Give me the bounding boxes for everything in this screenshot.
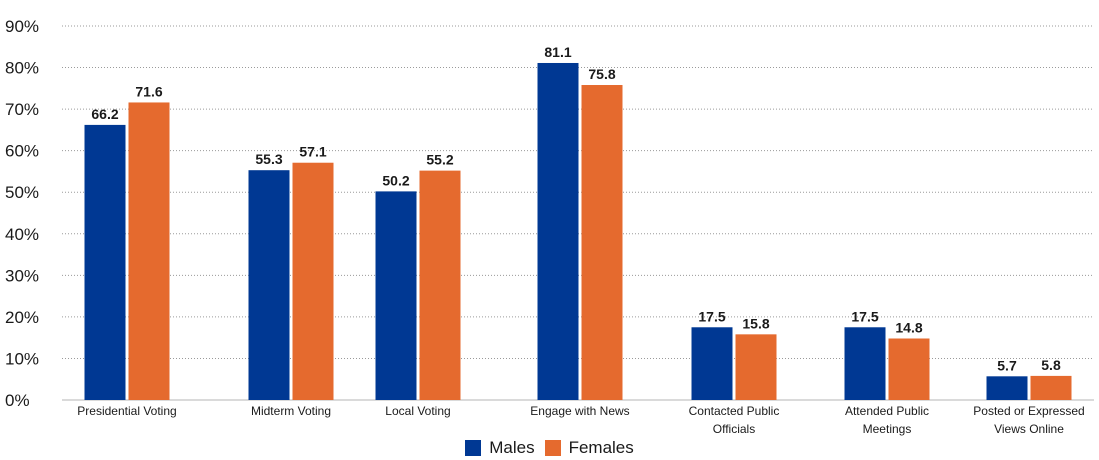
data-label: 15.8 — [742, 315, 769, 331]
data-label: 55.3 — [255, 151, 282, 167]
data-label: 57.1 — [299, 144, 326, 160]
legend-item-females: Females — [544, 438, 634, 458]
data-label: 5.7 — [997, 357, 1017, 373]
data-label: 71.6 — [135, 83, 162, 99]
y-tick-label: 60% — [5, 142, 39, 161]
y-tick-label: 10% — [5, 349, 39, 368]
x-category-label: Posted or Expressed — [973, 404, 1084, 418]
y-tick-label: 70% — [5, 100, 39, 119]
bar-females — [888, 338, 930, 400]
y-tick-label: 80% — [5, 59, 39, 78]
bar-females — [735, 334, 777, 400]
x-category-label: Local Voting — [385, 404, 450, 418]
bar-females — [1030, 375, 1072, 400]
bar-males — [844, 327, 886, 400]
x-category-label: Officials — [713, 422, 755, 436]
data-label: 17.5 — [851, 308, 878, 324]
y-tick-label: 20% — [5, 308, 39, 327]
bar-females — [292, 162, 334, 400]
data-label: 5.8 — [1041, 357, 1061, 373]
y-tick-label: 90% — [5, 17, 39, 36]
y-tick-label: 40% — [5, 225, 39, 244]
data-label: 50.2 — [382, 172, 409, 188]
bar-males — [537, 62, 579, 401]
bar-females — [581, 85, 623, 401]
legend: Males Females — [0, 438, 1099, 458]
data-label: 14.8 — [895, 319, 922, 335]
bar-males — [84, 124, 126, 400]
bar-males — [375, 191, 417, 400]
legend-swatch-females — [544, 440, 561, 456]
y-tick-label: 50% — [5, 183, 39, 202]
data-label: 66.2 — [91, 106, 118, 122]
x-category-label: Presidential Voting — [77, 404, 176, 418]
bar-males — [691, 327, 733, 400]
y-tick-label: 30% — [5, 266, 39, 285]
legend-item-males: Males — [465, 438, 535, 458]
x-category-label: Views Online — [994, 422, 1064, 436]
x-category-label: Contacted Public — [689, 404, 780, 418]
x-category-label: Midterm Voting — [251, 404, 331, 418]
data-label: 55.2 — [426, 152, 453, 168]
bar-males — [986, 376, 1028, 400]
bar-females — [128, 102, 170, 400]
legend-swatch-males — [465, 440, 482, 456]
x-category-label: Meetings — [863, 422, 912, 436]
x-category-label: Engage with News — [530, 404, 629, 418]
legend-label-males: Males — [489, 438, 535, 457]
x-category-label: Attended Public — [845, 404, 929, 418]
bar-females — [419, 170, 461, 400]
y-tick-label: 0% — [5, 391, 30, 410]
data-label: 75.8 — [588, 66, 615, 82]
legend-label-females: Females — [568, 438, 634, 457]
data-label: 81.1 — [544, 44, 571, 60]
bar-chart: 0% 10% 20% 30% 40% 50% 60% 70% 80% 90% 66.2 71.6 Pre… — [5, 17, 1094, 436]
bar-males — [248, 170, 290, 400]
data-label: 17.5 — [698, 308, 725, 324]
